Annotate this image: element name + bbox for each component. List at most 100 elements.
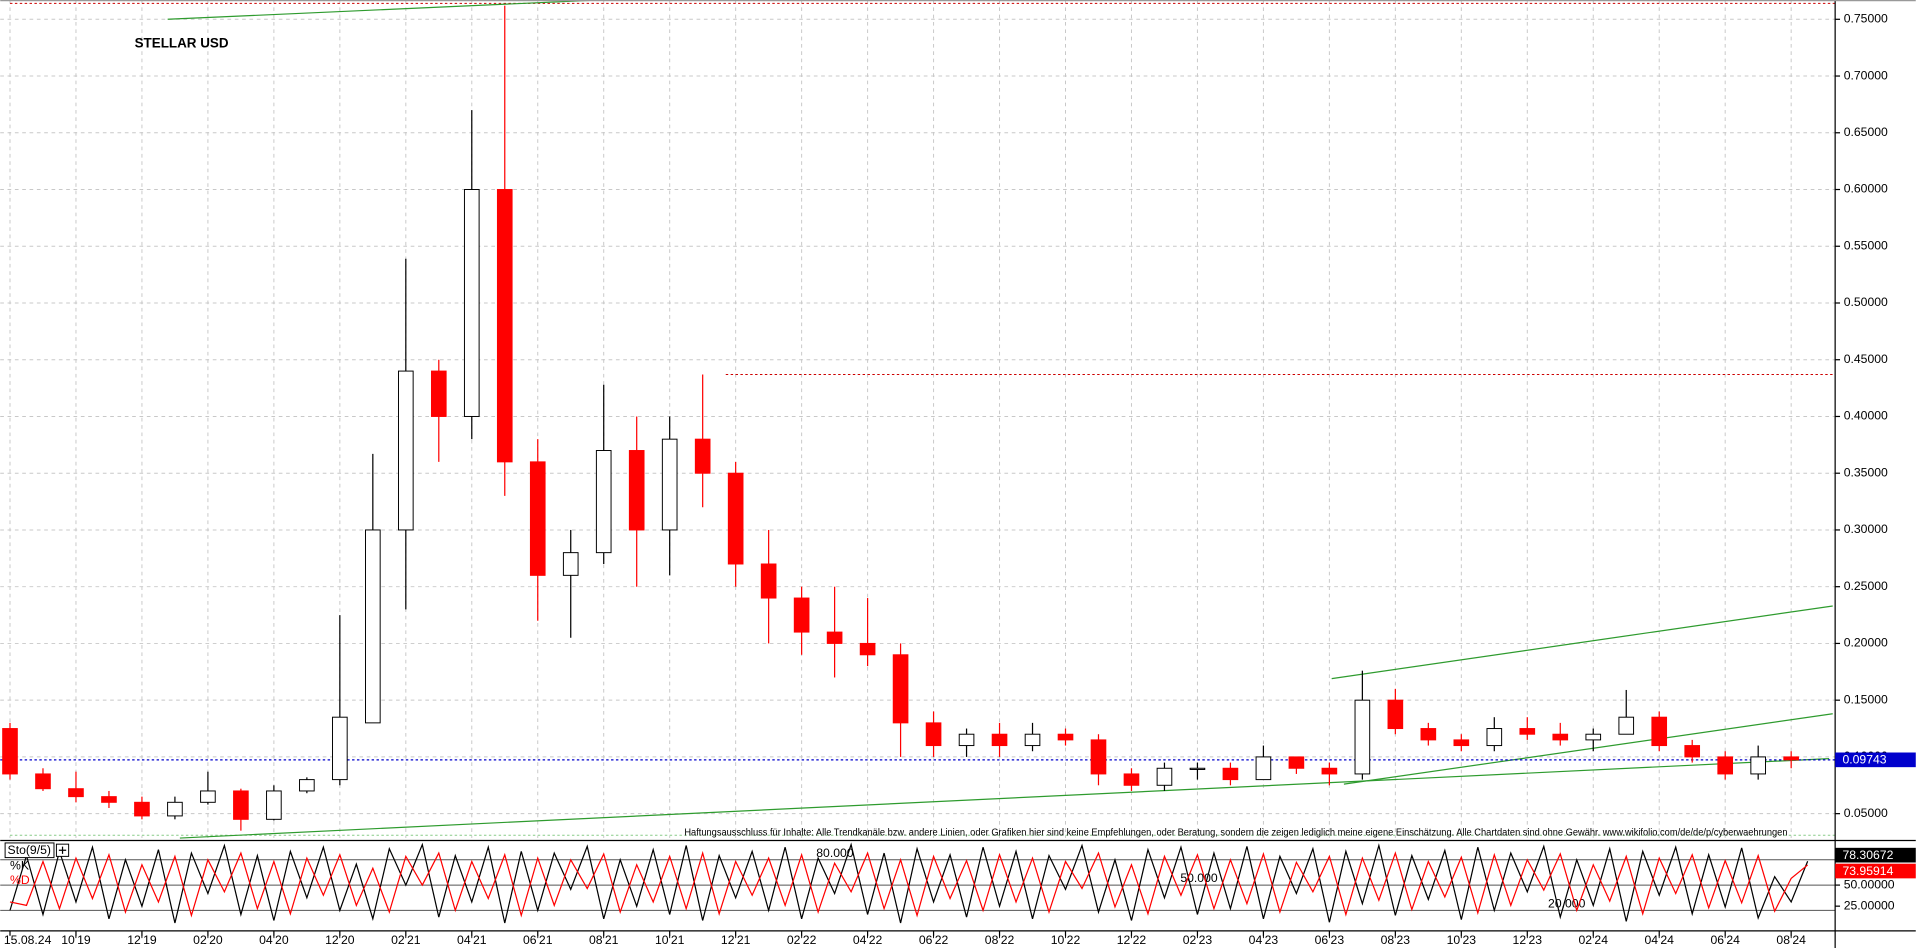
y-tick-label: 0.75000 xyxy=(1844,12,1888,26)
candle-body xyxy=(101,796,117,803)
candle-body xyxy=(1123,773,1140,786)
candle-body xyxy=(299,779,315,792)
candle-body xyxy=(991,733,1008,747)
candle-body xyxy=(35,773,51,790)
candle-body xyxy=(496,189,513,463)
x-tick-label: 08'24 xyxy=(1776,933,1806,947)
candle-body xyxy=(266,790,282,820)
y-tick-label: 0.40000 xyxy=(1844,409,1888,423)
y-tick-label: 0.15000 xyxy=(1844,692,1888,706)
y-tick-label: 25.00000 xyxy=(1844,898,1895,912)
last-price-label: 0.09743 xyxy=(1842,753,1886,767)
candle-body xyxy=(365,529,381,724)
x-tick-label: 15.08.24 xyxy=(4,933,52,947)
y-tick-label: 0.20000 xyxy=(1844,636,1888,650)
candle-body xyxy=(1651,716,1668,747)
y-tick-label: 0.55000 xyxy=(1844,238,1888,252)
x-tick-label: 02'23 xyxy=(1183,933,1213,947)
x-tick-label: 04'23 xyxy=(1249,933,1279,947)
candle-body xyxy=(1057,733,1074,741)
candle-body xyxy=(1156,767,1173,786)
x-tick-label: 06'22 xyxy=(919,933,949,947)
x-tick-label: 02'20 xyxy=(193,933,223,947)
x-tick-label: 04'21 xyxy=(457,933,487,947)
candle-body xyxy=(1090,739,1107,775)
x-tick-label: 04'24 xyxy=(1644,933,1674,947)
x-tick-label: 06'23 xyxy=(1315,933,1345,947)
x-tick-label: 08'21 xyxy=(589,933,619,947)
candle-body xyxy=(397,370,414,531)
candle-body xyxy=(1288,756,1305,769)
x-tick-label: 04'20 xyxy=(259,933,289,947)
candle-body xyxy=(1618,716,1635,735)
candle-body xyxy=(1189,767,1206,770)
x-tick-label: 10'23 xyxy=(1447,933,1477,947)
candle-body xyxy=(760,563,777,599)
candle-body xyxy=(68,788,84,798)
last-price-box xyxy=(1835,752,1916,768)
candle-body xyxy=(167,801,183,817)
x-tick-label: 12'21 xyxy=(721,933,751,947)
candle-body xyxy=(661,438,678,531)
x-tick-label: 02'22 xyxy=(787,933,817,947)
candle-body xyxy=(562,552,579,576)
candle-body xyxy=(727,472,744,565)
candle-body xyxy=(793,597,810,633)
candle-body xyxy=(1783,756,1799,761)
trend-line xyxy=(179,758,1830,839)
candle-body xyxy=(529,461,546,576)
value-box xyxy=(1835,847,1916,863)
candle-body xyxy=(1585,733,1602,741)
value-box-label: 73.95914 xyxy=(1842,864,1893,878)
x-tick-label: 06'21 xyxy=(523,933,553,947)
candle-body xyxy=(200,790,216,803)
trend-line xyxy=(1331,605,1833,680)
candle-body xyxy=(430,370,447,417)
value-box xyxy=(1835,863,1916,879)
x-tick-label: 12'19 xyxy=(127,933,157,947)
candle-body xyxy=(233,790,249,820)
value-box-label: 78.30672 xyxy=(1842,848,1893,862)
x-tick-label: 08'23 xyxy=(1381,933,1411,947)
legend-label: %D xyxy=(10,873,30,887)
candle-body xyxy=(1717,756,1734,775)
candle-body xyxy=(925,722,942,747)
y-tick-label: 0.30000 xyxy=(1844,522,1888,536)
chart-title: STELLAR USD xyxy=(135,36,229,51)
y-tick-label: 0.05000 xyxy=(1844,806,1888,820)
y-tick-label: 0.35000 xyxy=(1844,465,1888,479)
indicator-title: Sto(9/5) xyxy=(8,843,51,857)
candle-body xyxy=(595,450,612,554)
x-tick-label: 12'23 xyxy=(1513,933,1543,947)
indicator-line xyxy=(9,850,1809,918)
candle-body xyxy=(1321,767,1338,775)
candle-body xyxy=(2,728,18,775)
candle-body xyxy=(1486,728,1503,747)
candle-body xyxy=(958,733,975,747)
candle-body xyxy=(1750,756,1766,775)
y-tick-label: 0.50000 xyxy=(1844,295,1888,309)
x-tick-label: 04'22 xyxy=(853,933,883,947)
candle-body xyxy=(826,631,843,644)
candle-body xyxy=(859,642,876,656)
x-tick-label: 12'22 xyxy=(1117,933,1147,947)
disclaimer: Haftungsausschluss für Inhalte: Alle Tre… xyxy=(684,828,1787,839)
candle-body xyxy=(1024,733,1041,747)
y-tick-label: 0.70000 xyxy=(1844,68,1888,82)
candle-body xyxy=(463,189,480,417)
legend-label: %K xyxy=(10,858,29,872)
x-tick-label: 02'21 xyxy=(391,933,421,947)
x-tick-label: 08'22 xyxy=(985,933,1015,947)
candle-body xyxy=(1684,745,1701,758)
x-tick-label: 12'20 xyxy=(325,933,355,947)
marks xyxy=(2,5,1809,924)
candle-body xyxy=(1354,699,1371,775)
candle-body xyxy=(332,716,348,781)
x-tick-label: 10'21 xyxy=(655,933,685,947)
y-tick-label: 50.00000 xyxy=(1844,877,1895,891)
expand-icon xyxy=(58,846,67,854)
